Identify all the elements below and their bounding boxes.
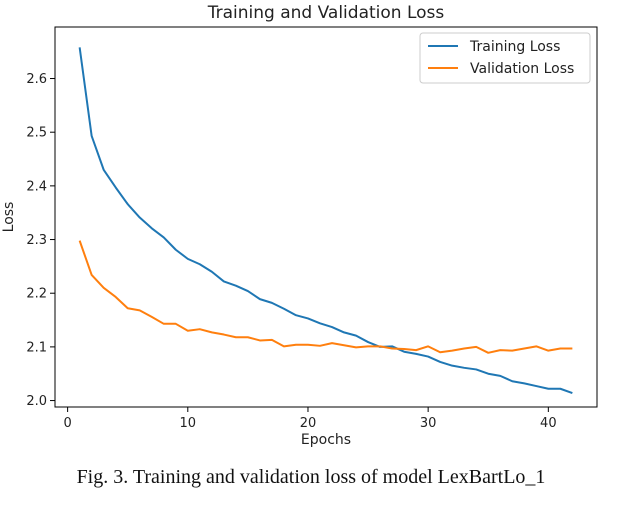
y-tick-label: 2.4 [26, 179, 47, 194]
x-tick-label: 0 [63, 416, 71, 431]
chart-title: Training and Validation Loss [207, 3, 445, 23]
y-tick-label: 2.0 [26, 394, 47, 409]
y-tick-label: 2.3 [26, 233, 47, 248]
y-tick-label: 2.1 [26, 340, 47, 355]
x-tick-label: 40 [540, 416, 557, 431]
x-tick-label: 30 [420, 416, 437, 431]
training-loss-line [78, 47, 573, 394]
legend-label-validation: Validation Loss [470, 61, 574, 77]
x-tick-label: 20 [300, 416, 317, 431]
legend: Training Loss Validation Loss [419, 32, 591, 84]
validation-loss-line [78, 240, 573, 354]
plot-area [54, 26, 598, 408]
y-tick-label: 2.2 [26, 287, 47, 302]
legend-box [419, 32, 591, 84]
y-tick-label: 2.6 [26, 72, 47, 87]
legend-label-training: Training Loss [469, 39, 560, 55]
y-axis-label: Loss [1, 202, 17, 233]
x-axis-label: Epochs [301, 432, 351, 448]
loss-chart: 0 10 20 30 40 2.0 2.1 2.2 2.3 2.4 2.5 2.6 Training … [1, 3, 598, 448]
y-tick-label: 2.5 [26, 126, 47, 141]
x-tick-label: 10 [180, 416, 197, 431]
figure-caption: Fig. 3. Training and validation loss of … [76, 466, 546, 488]
